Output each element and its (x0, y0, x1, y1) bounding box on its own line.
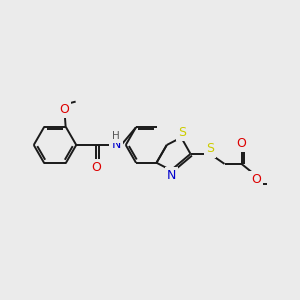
Text: S: S (178, 125, 186, 139)
Text: O: O (251, 173, 261, 186)
Text: S: S (206, 142, 214, 155)
Text: O: O (59, 103, 69, 116)
Text: O: O (237, 136, 246, 150)
Text: O: O (91, 161, 101, 174)
Text: N: N (112, 139, 121, 152)
Text: H: H (112, 131, 120, 141)
Text: N: N (167, 169, 176, 182)
